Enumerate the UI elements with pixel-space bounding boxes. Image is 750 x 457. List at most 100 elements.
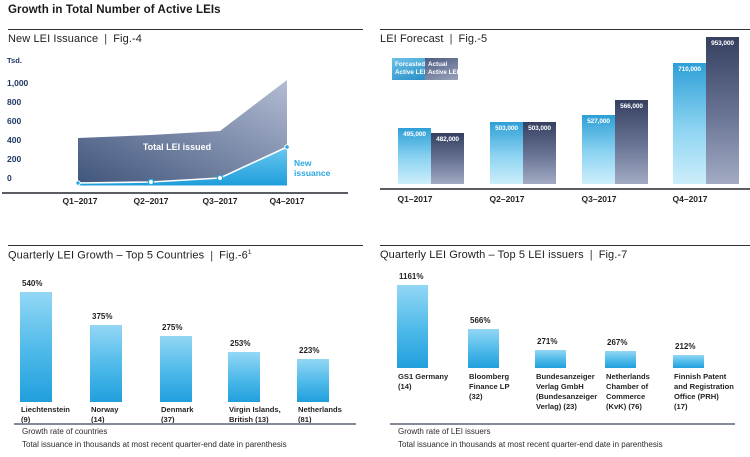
fig5-x-axis-label: Q2–2017 — [489, 194, 525, 204]
growth-bar — [673, 355, 704, 368]
growth-percent-label: 212% — [675, 342, 696, 351]
panel-divider-bottom-right — [380, 245, 750, 246]
data-point-marker-q3 — [216, 174, 224, 182]
actual-bar: 953,000 — [706, 37, 739, 184]
fig7-footnote-1: Growth rate of LEI issuers — [398, 427, 491, 436]
new-issuance-label: New issuance — [294, 158, 331, 178]
fig4-chart-area: 1,000 800 600 400 200 0 Q1–2017 Q2–2017 Q3–2017 Q… — [0, 0, 363, 230]
growth-percent-label: 275% — [162, 323, 183, 332]
total-lei-issued-area — [78, 80, 287, 183]
fig7-footnote-2: Total issuance in thousands at most rece… — [398, 440, 663, 449]
growth-percent-label: 1161% — [399, 272, 424, 281]
fig7-fig-label: Fig.-7 — [598, 249, 628, 261]
fig4-area-chart — [75, 80, 290, 186]
category-label: Denmark (37) — [161, 405, 194, 424]
growth-bar — [160, 336, 192, 402]
fig4-panel-title: New LEI Issuance | Fig.-4 — [8, 33, 142, 45]
title-pipe-separator: | — [104, 33, 108, 45]
title-pipe-separator: | — [589, 249, 593, 261]
page-title: Growth in Total Number of Active LEIs — [8, 4, 221, 16]
growth-bar — [468, 329, 499, 368]
fig5-x-axis-line — [380, 188, 750, 190]
fig6-footnote-divider — [14, 423, 356, 425]
fig6-chart-area: 540% Liechtenstein (9) 375% Norway (14) 275%… — [20, 279, 342, 424]
growth-bar — [535, 350, 566, 368]
forecast-bar: 495,000 — [398, 128, 431, 184]
fig4-y-axis-tick: 600 — [7, 116, 22, 126]
growth-bar — [228, 352, 260, 402]
forecast-bar-value: 710,000 — [678, 66, 701, 73]
fig5-panel-title: LEI Forecast | Fig.-5 — [380, 33, 487, 45]
growth-bar — [90, 325, 122, 402]
growth-percent-label: 253% — [230, 339, 251, 348]
forecast-bar: 710,000 — [673, 63, 706, 184]
category-label: Bloomberg Finance LP (32) — [469, 372, 510, 401]
actual-bar-value: 953,000 — [711, 40, 734, 47]
actual-bar: 566,000 — [615, 100, 648, 184]
fig5-title-text: LEI Forecast — [380, 33, 444, 45]
fig6-fig-label: Fig.-6 — [219, 249, 248, 262]
title-pipe-separator: | — [210, 249, 214, 262]
actual-bar-value: 482,000 — [436, 136, 459, 143]
category-label: Liechtenstein (9) — [21, 405, 70, 424]
fig4-y-axis-tick: 1,000 — [7, 78, 29, 88]
growth-bar — [20, 292, 52, 402]
fig4-x-axis-label: Q1–2017 — [62, 196, 98, 206]
fig4-y-axis-tick: 400 — [7, 135, 22, 145]
title-pipe-separator: | — [449, 33, 453, 45]
fig6-footnote-1: Growth rate of countries — [22, 427, 108, 436]
actual-bar: 482,000 — [431, 133, 464, 184]
forecast-bar: 527,000 — [582, 115, 615, 184]
fig4-x-axis-label: Q2–2017 — [133, 196, 169, 206]
fig4-x-axis-label: Q4–2017 — [269, 196, 305, 206]
panel-divider-bottom-left — [8, 245, 363, 246]
fig7-footnote-divider — [390, 423, 735, 425]
growth-percent-label: 223% — [299, 346, 320, 355]
actual-bar-value: 566,000 — [620, 103, 643, 110]
category-label: Finnish Patent and Registration Office (… — [674, 372, 734, 411]
fig6-footnote-2: Total issuance in thousands at most rece… — [22, 440, 287, 449]
fig4-y-axis-tick: 0 — [7, 173, 12, 183]
category-label: Bundesanzeiger Verlag GmbH (Bundesanzeig… — [536, 372, 598, 411]
fig4-y-axis-tick: 200 — [7, 154, 22, 164]
fig4-y-axis-tick: 800 — [7, 97, 22, 107]
panel-divider-top-right — [380, 29, 750, 30]
growth-bar — [605, 351, 636, 368]
category-label: GS1 Germany (14) — [398, 372, 449, 391]
category-label: Norway (14) — [91, 405, 119, 424]
fig5-x-axis-label: Q3–2017 — [581, 194, 617, 204]
data-point-marker-q1 — [75, 180, 81, 186]
data-point-marker-q2 — [147, 178, 155, 186]
growth-percent-label: 271% — [537, 337, 558, 346]
fig5-x-axis-label: Q1–2017 — [397, 194, 433, 204]
legend-actual-swatch: Actual Active LEI — [425, 58, 458, 80]
growth-percent-label: 267% — [607, 338, 628, 347]
fig4-x-axis-label: Q3–2017 — [202, 196, 238, 206]
growth-bar — [397, 285, 428, 368]
fig4-title-text: New LEI Issuance — [8, 33, 99, 45]
legend-forecast-swatch: Forcasted Active LEI — [392, 58, 425, 80]
forecast-bar: 503,000 — [490, 122, 523, 184]
fig7-panel-title: Quarterly LEI Growth – Top 5 LEI issuers… — [380, 249, 627, 261]
forecast-bar-value: 495,000 — [403, 131, 426, 138]
total-lei-issued-label: Total LEI issued — [142, 142, 212, 152]
fig5-fig-label: Fig.-5 — [458, 33, 488, 45]
actual-bar-value: 503,000 — [528, 125, 551, 132]
new-issuance-line — [77, 146, 288, 184]
growth-bar — [297, 359, 329, 402]
fig4-x-axis-line — [2, 192, 348, 194]
category-label: Netherlands (81) — [298, 405, 342, 424]
category-label: Virgin Islands, British (13) — [229, 405, 281, 424]
fig7-title-text: Quarterly LEI Growth – Top 5 LEI issuers — [380, 249, 584, 261]
fig4-unit-label: Tsd. — [7, 56, 22, 65]
fig6-title-text: Quarterly LEI Growth – Top 5 Countries — [8, 249, 205, 262]
forecast-bar-value: 527,000 — [587, 118, 610, 125]
forecast-bar-value: 503,000 — [495, 125, 518, 132]
fig5-chart-area: 495,000 482,000 Q1–2017 503,000 503,000 Q2–20… — [397, 37, 739, 204]
data-point-marker-q4 — [284, 144, 290, 150]
fig6-footnote-marker: 1 — [247, 249, 252, 256]
fig5-x-axis-label: Q4–2017 — [672, 194, 708, 204]
category-label: Netherlands Chamber of Commerce (KvK) (7… — [606, 372, 650, 411]
growth-percent-label: 566% — [470, 316, 491, 325]
